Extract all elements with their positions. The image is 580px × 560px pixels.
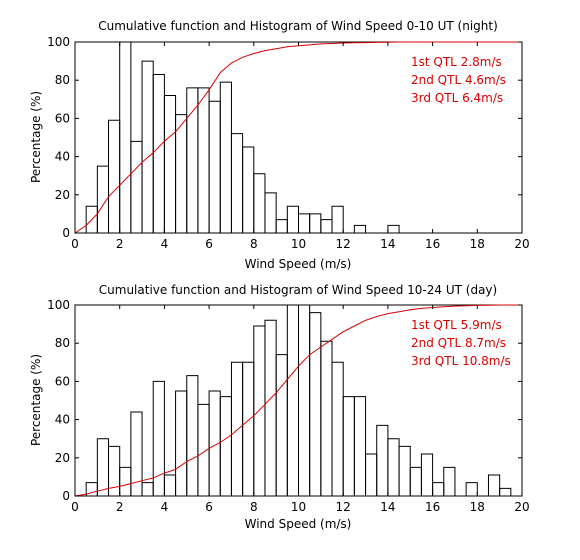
x-tick-label: 2	[116, 500, 124, 514]
x-tick-label: 14	[380, 500, 395, 514]
y-tick-label: 20	[55, 451, 70, 465]
histogram-bar	[331, 205, 344, 233]
plot-area	[74, 41, 523, 234]
histogram-bar	[443, 466, 456, 496]
chart-panel-night: Cumulative function and Histogram of Win…	[29, 19, 530, 271]
histogram-bar	[487, 474, 501, 496]
histogram-bar	[420, 453, 434, 496]
x-tick-label: 6	[205, 500, 213, 514]
chart-title: Cumulative function and Histogram of Win…	[98, 19, 498, 33]
x-tick-label: 12	[336, 500, 351, 514]
x-tick-label: 18	[470, 500, 485, 514]
y-tick-label: 40	[55, 150, 70, 164]
x-tick-label: 0	[71, 237, 79, 251]
x-tick-label: 16	[425, 500, 440, 514]
y-tick-label: 60	[55, 111, 70, 125]
x-tick-label: 16	[425, 237, 440, 251]
x-axis-ticks: 0 2 4 6 8 10 12 14 16 18 20	[71, 42, 530, 251]
quartile-3-annotation: 3rd QTL 6.4m/s	[411, 91, 503, 105]
histogram-bar	[119, 41, 132, 233]
y-tick-label: 40	[55, 413, 70, 427]
y-axis-ticks: 0 20 40 60 80 100	[47, 35, 522, 240]
x-tick-label: 14	[380, 237, 395, 251]
cumulative-line	[74, 304, 522, 497]
cumulative-curve	[74, 304, 522, 497]
histogram-bar	[353, 396, 367, 496]
histogram-bar	[152, 380, 165, 496]
quartile-3-annotation: 3rd QTL 10.8m/s	[411, 354, 511, 368]
x-tick-label: 8	[250, 237, 258, 251]
cumulative-line	[74, 41, 522, 234]
x-tick-label: 4	[161, 237, 169, 251]
x-tick-label: 2	[116, 237, 124, 251]
x-tick-label: 0	[71, 500, 79, 514]
y-axis-ticks: 0 20 40 60 80 100	[47, 298, 522, 503]
x-tick-label: 4	[161, 500, 169, 514]
x-axis-ticks: 0 2 4 6 8 10 12 14 16 18 20	[71, 305, 530, 514]
y-tick-label: 60	[55, 374, 70, 388]
quartile-2-annotation: 2nd QTL 8.7m/s	[411, 336, 506, 350]
x-tick-label: 20	[514, 237, 529, 251]
x-axis-label: Wind Speed (m/s)	[245, 517, 352, 531]
histogram-bar	[465, 482, 478, 496]
y-tick-label: 20	[55, 188, 70, 202]
chart-panel-day: Cumulative function and Histogram of Win…	[29, 283, 530, 531]
x-tick-label: 20	[514, 500, 529, 514]
cumulative-curve	[74, 41, 522, 234]
y-tick-label: 100	[47, 35, 70, 49]
quartile-1-annotation: 1st QTL 2.8m/s	[411, 55, 502, 69]
x-tick-label: 10	[291, 500, 306, 514]
y-tick-label: 100	[47, 298, 70, 312]
x-tick-label: 8	[250, 500, 258, 514]
y-axis-label: Percentage (%)	[29, 354, 43, 446]
histogram-bar	[264, 192, 277, 233]
x-tick-label: 18	[470, 237, 485, 251]
y-tick-label: 0	[62, 226, 70, 240]
x-tick-label: 10	[291, 237, 306, 251]
x-axis-label: Wind Speed (m/s)	[245, 257, 352, 271]
chart-title: Cumulative function and Histogram of Win…	[99, 283, 497, 297]
x-tick-label: 6	[205, 237, 213, 251]
histogram	[75, 304, 522, 497]
y-tick-label: 80	[55, 73, 70, 87]
quartile-2-annotation: 2nd QTL 4.6m/s	[411, 73, 506, 87]
x-tick-label: 12	[336, 237, 351, 251]
y-tick-label: 0	[62, 489, 70, 503]
quartile-1-annotation: 1st QTL 5.9m/s	[411, 318, 502, 332]
histogram-bar	[499, 487, 512, 496]
histogram	[75, 41, 411, 234]
histogram-bar	[353, 224, 367, 233]
histogram-bar	[130, 411, 143, 496]
y-axis-label: Percentage (%)	[29, 91, 43, 183]
y-tick-label: 80	[55, 336, 70, 350]
